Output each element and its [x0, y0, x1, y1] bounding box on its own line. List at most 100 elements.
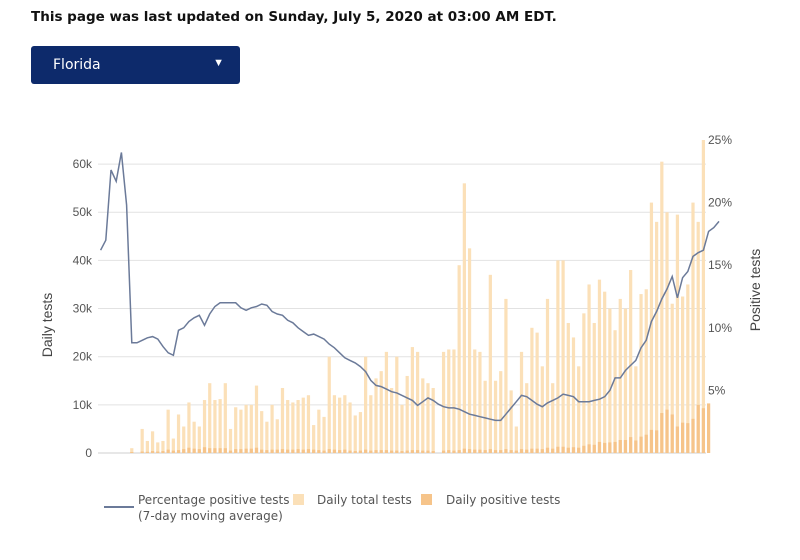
line-swatch: [104, 506, 134, 508]
positive-tests-bar: [291, 449, 295, 453]
total-tests-bar: [467, 248, 472, 453]
positive-tests-bar: [499, 450, 503, 453]
positive-tests-bar: [275, 449, 279, 453]
positive-tests-bar: [706, 403, 711, 453]
positive-tests-bar: [582, 445, 586, 453]
positive-tests-bar: [327, 449, 331, 453]
testing-chart: 0 10k 20k 30k 40k 50k 60k 5% 10% 15% 20% 25% Mar 2…: [39, 133, 763, 460]
positive-tests-bar: [239, 449, 243, 453]
total-tests-bar: [182, 426, 186, 453]
positive-tests-bar: [301, 449, 305, 453]
positive-tests-bar: [265, 450, 269, 453]
total-tests-bar: [686, 284, 690, 453]
total-tests-bar: [473, 349, 477, 453]
total-tests-bar: [577, 366, 581, 453]
positive-tests-bar: [629, 437, 633, 453]
positive-tests-bar: [655, 430, 659, 453]
total-tests-bar: [187, 402, 191, 453]
positive-tests-bar: [306, 449, 311, 453]
positive-tests-bar: [473, 449, 477, 453]
positive-tests-bar: [145, 451, 149, 453]
positive-tests-bar: [208, 448, 212, 453]
total-tests-bar: [649, 202, 654, 453]
positive-tests-bar: [415, 450, 420, 453]
positive-tests-bar: [634, 440, 638, 453]
x-tick-label: Jun 21: [607, 458, 643, 460]
positive-tests-bar: [182, 449, 186, 453]
total-tests-bar: [327, 356, 331, 453]
positive-tests-bar: [447, 450, 451, 453]
total-tests-bar: [566, 322, 570, 453]
total-tests-bar: [681, 296, 685, 453]
positive-tests-bar: [608, 442, 612, 453]
positive-tests-bar: [364, 449, 368, 453]
positive-tests-bar: [665, 409, 669, 453]
total-tests-bar: [457, 265, 461, 453]
total-tests-bar: [364, 356, 368, 453]
total-tests-bar: [447, 349, 451, 453]
positive-tests-bar: [681, 422, 685, 453]
positive-tests-bar: [187, 447, 191, 453]
y2-axis-title: Positive tests: [747, 249, 763, 331]
positive-tests-bar: [478, 449, 482, 453]
total-tests-bar: [374, 378, 378, 453]
total-tests-bar: [415, 351, 420, 453]
total-tests-bar: [644, 289, 648, 453]
total-tests-bar: [234, 407, 238, 453]
total-tests-bar: [192, 421, 196, 453]
positive-tests-bar: [452, 450, 456, 453]
positive-tests-bar: [587, 444, 591, 453]
legend-positive-label: Daily positive tests: [446, 493, 561, 507]
total-tests-bar: [332, 395, 337, 453]
total-tests-bar: [556, 260, 560, 453]
positive-tests-bar: [644, 434, 648, 453]
total-tests-bar: [296, 400, 300, 453]
total-tests-bar: [525, 383, 529, 453]
total-tests-bar: [629, 270, 633, 453]
total-tests-bar: [358, 412, 363, 453]
positive-tests-bar: [140, 451, 144, 453]
total-tests-bar: [249, 404, 253, 453]
total-tests-bar: [275, 419, 279, 453]
state-dropdown[interactable]: Florida ▼: [31, 46, 240, 84]
total-tests-bar: [280, 387, 285, 453]
total-tests-bar: [239, 409, 243, 453]
total-tests-bar: [208, 383, 212, 453]
total-tests-bar: [499, 371, 503, 453]
y2-tick-label: 25%: [708, 133, 732, 147]
positive-tests-bar: [213, 448, 217, 453]
positive-tests-bar: [488, 449, 492, 453]
positive-tests-bar: [249, 448, 253, 453]
total-tests-bar: [441, 351, 446, 453]
total-tests-bar: [421, 378, 425, 453]
positive-tests-bar: [176, 450, 181, 453]
positive-tests-bar: [623, 439, 628, 453]
positive-tests-bar: [618, 439, 622, 453]
total-tests-bar: [426, 383, 430, 453]
y-tick-label: 50k: [73, 205, 93, 219]
total-tests-bar: [603, 291, 607, 453]
total-tests-bar: [202, 400, 207, 453]
positive-tests-bar: [457, 450, 461, 453]
positive-tests-bar: [483, 450, 487, 453]
total-tests-bar: [530, 327, 534, 453]
positive-tests-bar: [322, 450, 326, 453]
total-tests-bar: [405, 375, 409, 453]
positive-tests-bar: [701, 408, 706, 453]
positive-tests-bar: [603, 442, 607, 453]
positive-tests-bar: [597, 441, 602, 453]
total-tests-bar: [701, 140, 706, 453]
positive-swatch: [421, 494, 432, 505]
total-tests-bar: [161, 440, 165, 453]
positive-tests-bar: [545, 447, 550, 453]
positive-tests-bar: [332, 449, 337, 453]
total-tests-bar: [171, 438, 175, 453]
positive-tests-bar: [660, 413, 664, 453]
positive-tests-bar: [431, 451, 435, 453]
total-tests-bar: [597, 279, 602, 453]
total-tests-bar: [369, 395, 373, 453]
total-tests-bar: [338, 397, 342, 453]
positive-tests-bar: [171, 450, 175, 453]
total-tests-bar: [130, 448, 134, 453]
positive-tests-bar: [389, 450, 394, 453]
